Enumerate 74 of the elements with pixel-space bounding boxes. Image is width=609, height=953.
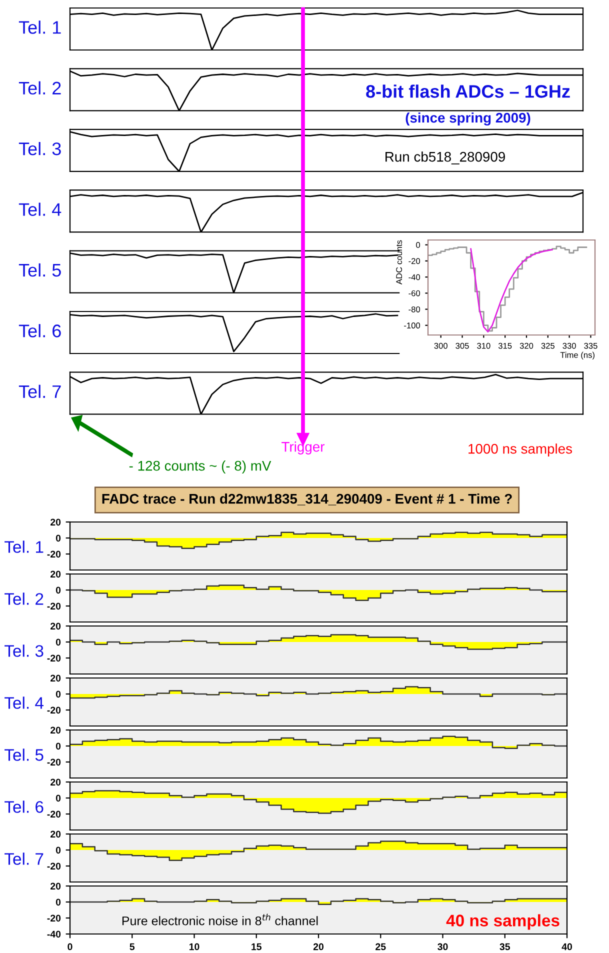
x-tick-label: 20 [313, 943, 324, 950]
y-axis-title: Tel. 7 [4, 852, 44, 865]
y-tick-label: 20 [50, 570, 61, 578]
y-tick-label: 0 [56, 794, 61, 802]
y-tick-label: 20 [50, 726, 61, 734]
y-axis-title: Tel. 4 [4, 696, 44, 709]
y-tick-label: 20 [50, 830, 61, 838]
y-tick-label: -20 [47, 862, 61, 870]
y-tick-label: 20 [50, 882, 61, 890]
x-tick-label: 0 [68, 943, 72, 950]
y-axis-title: Tel. 7 [18, 384, 61, 398]
y-axis-title: Tel. 4 [18, 202, 62, 216]
y-axis-title: Tel. 5 [18, 263, 61, 277]
x-tick-label: 15 [252, 943, 262, 950]
y-tick-label: -80 [408, 306, 420, 312]
y-tick-label: 20 [50, 778, 61, 786]
y-axis-title: Tel. 3 [18, 142, 61, 156]
y-tick-label: -20 [47, 810, 61, 818]
y-axis-title: Tel. 2 [18, 81, 61, 95]
chart-title: FADC trace - Run d22mw1835_314_290409 - Event # 1 - Time ? [102, 494, 512, 506]
x-tick-label: 5 [130, 943, 135, 950]
y-axis-title: Tel. 1 [18, 20, 61, 34]
y-tick-label: 0 [56, 846, 61, 854]
x-tick-label: 10 [189, 943, 200, 950]
y-tick-label: -40 [408, 274, 420, 280]
y-axis-title: Tel. 6 [4, 800, 44, 813]
y-tick-label: 0 [56, 690, 61, 698]
y-axis-title: Tel. 2 [4, 592, 44, 605]
y-axis-title: Tel. 3 [4, 644, 44, 657]
y-tick-label: -20 [47, 550, 61, 558]
annotation: 40 ns samples [446, 914, 560, 930]
x-tick-label: 35 [500, 943, 510, 950]
y-tick-label: 0 [56, 638, 61, 646]
x-axis-title: Time (ns) [560, 352, 594, 360]
x-tick-label: 30 [438, 943, 448, 950]
y-tick-label: -20 [47, 654, 61, 662]
text: Trigger [282, 442, 325, 454]
y-tick-label: -20 [47, 914, 61, 922]
y-tick-label: -100 [404, 322, 420, 328]
y-tick-label: -20 [47, 758, 61, 766]
annotation: 8-bit flash ADCs – 1GHz [366, 84, 570, 98]
y-axis-title: Tel. 5 [4, 748, 44, 761]
y-tick-label: 20 [50, 674, 61, 682]
y-tick-label: -20 [47, 602, 61, 610]
annotation: Pure electronic noise in 8$^{th}$ channel [122, 914, 318, 926]
y-axis-title: Tel. 1 [4, 540, 44, 553]
y-axis-title: ADC counts [396, 240, 402, 284]
y-tick-label: -20 [47, 706, 61, 714]
y-tick-label: -20 [408, 258, 420, 264]
text: 1000 ns samples [468, 444, 572, 456]
y-tick-label: 20 [50, 518, 61, 526]
x-tick-label: 40 [562, 943, 572, 950]
line-series [470, 248, 553, 332]
x-tick-label: 305 [456, 342, 469, 349]
x-tick-label: 335 [584, 342, 598, 349]
y-tick-label: -40 [47, 930, 61, 938]
y-tick-label: 0 [416, 242, 420, 248]
text: - 128 counts ~ (- 8) mV [129, 460, 272, 474]
y-tick-label: 0 [56, 534, 61, 542]
annotation: Run cb518_280909 [386, 152, 505, 164]
y-axis-title: Tel. 6 [18, 324, 61, 338]
x-tick-label: 325 [541, 342, 554, 349]
x-tick-label: 330 [562, 342, 576, 349]
x-tick-label: 320 [520, 342, 534, 349]
text: (since spring 2009) [406, 112, 530, 126]
x-tick-label: 310 [477, 342, 490, 349]
y-tick-label: 0 [56, 898, 61, 906]
x-tick-label: 315 [498, 342, 512, 349]
y-tick-label: -60 [408, 290, 420, 296]
x-tick-label: 25 [376, 943, 386, 950]
x-tick-label: 300 [434, 342, 448, 349]
y-tick-label: 0 [56, 742, 61, 750]
y-tick-label: 0 [56, 586, 61, 594]
y-tick-label: 20 [50, 622, 61, 630]
